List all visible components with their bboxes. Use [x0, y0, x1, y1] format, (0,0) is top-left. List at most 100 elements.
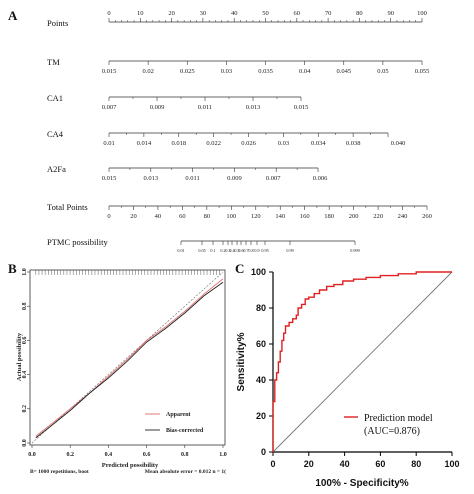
calibration-y-tick-label: 0.6	[22, 337, 28, 345]
nomogram-tick-label-total-points: 240	[398, 213, 408, 220]
roc-x-tick-label: 80	[411, 459, 421, 469]
roc-x-tick-label: 40	[340, 459, 350, 469]
nomogram-tick-label-points: 40	[231, 10, 238, 17]
nomogram-tick-label-total-points: 160	[300, 213, 310, 220]
nomogram-panel-a: Points 0 10 20 30 40 50 60 70 80 90 100 TM 0.015 0.02 0…	[47, 10, 432, 253]
nomogram-tick-label-ptmc-possibility: 0.2	[220, 248, 225, 253]
nomogram-tick-label-ca1: 0.011	[198, 104, 212, 111]
nomogram-tick-label-total-points: 200	[349, 213, 359, 220]
roc-y-axis-label: Sensitivity%	[236, 332, 247, 391]
roc-y-tick-label: 60	[256, 339, 266, 349]
calibration-y-tick-label: 1.0	[22, 268, 28, 276]
nomogram-tick-label-ca4: 0.040	[391, 140, 406, 147]
nomogram-tick-label-points: 100	[417, 10, 427, 17]
panel-label-a: A	[8, 8, 18, 23]
calibration-x-tick-label: 0.0	[28, 452, 36, 458]
nomogram-tick-label-ca4: 0.038	[346, 140, 361, 147]
roc-x-tick-label: 60	[375, 459, 385, 469]
nomogram-tick-label-tm: 0.015	[102, 68, 117, 75]
nomogram-tick-label-ptmc-possibility: 0.9	[254, 248, 259, 253]
nomogram-tick-label-ptmc-possibility: 0.6	[238, 248, 243, 253]
nomogram-row-label-ptmc-possibility: PTMC possibility	[47, 237, 108, 247]
roc-x-tick-label: 20	[304, 459, 314, 469]
nomogram-tick-label-total-points: 80	[204, 213, 211, 220]
calibration-x-tick-label: 0.6	[143, 452, 151, 458]
nomogram-tick-label-tm: 0.05	[377, 68, 388, 75]
roc-y-tick-label: 20	[256, 411, 266, 421]
legend-label-bias-corrected: Bias-corrected	[166, 428, 204, 434]
nomogram-tick-label-a2fa: 0.011	[185, 175, 199, 182]
calibration-y-tick-label: 0.4	[22, 371, 28, 379]
nomogram-tick-label-ptmc-possibility: 0.5	[234, 248, 239, 253]
roc-x-tick-label: 100	[444, 459, 459, 469]
nomogram-tick-label-ptmc-possibility: 0.95	[261, 248, 268, 253]
calibration-x-axis-label: Predicted possibility	[102, 462, 159, 469]
nomogram-tick-label-ca4: 0.034	[311, 140, 326, 147]
nomogram-tick-label-ptmc-possibility: 0.3	[225, 248, 230, 253]
nomogram-tick-label-tm: 0.035	[258, 68, 273, 75]
nomogram-row-label-a2fa: A2Fa	[47, 164, 66, 174]
nomogram-tick-label-ca4: 0.022	[206, 140, 221, 147]
nomogram-tick-label-points: 50	[262, 10, 269, 17]
nomogram-tick-label-a2fa: 0.006	[313, 175, 328, 182]
nomogram-tick-label-total-points: 260	[422, 213, 432, 220]
calibration-plot-frame	[29, 269, 226, 446]
roc-y-tick-label: 80	[256, 303, 266, 313]
nomogram-tick-label-ptmc-possibility: 0.999	[350, 248, 359, 253]
nomogram-tick-label-ca4: 0.018	[171, 140, 186, 147]
nomogram-row-label-tm: TM	[47, 57, 60, 67]
nomogram-tick-label-points: 30	[200, 10, 207, 17]
nomogram-tick-label-points: 60	[294, 10, 301, 17]
nomogram-tick-label-ca4: 0.03	[278, 140, 289, 147]
nomogram-tick-label-total-points: 20	[130, 213, 137, 220]
calibration-x-tick-label: 0.4	[105, 452, 113, 458]
nomogram-tick-label-points: 90	[387, 10, 394, 17]
nomogram-tick-label-points: 10	[137, 10, 144, 17]
nomogram-tick-label-total-points: 140	[275, 213, 285, 220]
nomogram-tick-label-total-points: 120	[251, 213, 261, 220]
nomogram-tick-label-a2fa: 0.009	[227, 175, 242, 182]
nomogram-row-label-points: Points	[47, 18, 68, 28]
roc-panel-c: Sensitivity% 100% - Specificity% 0 20 40 60…	[236, 267, 460, 489]
nomogram-tick-label-total-points: 180	[324, 213, 334, 220]
roc-x-tick-label: 0	[270, 459, 275, 469]
calibration-footer-left: B= 1000 repetitions, boot	[30, 469, 89, 475]
calibration-legend: Apparent Bias-corrected	[145, 412, 204, 434]
nomogram-tick-label-ptmc-possibility: 0.8	[248, 248, 253, 253]
legend-label-apparent: Apparent	[166, 412, 191, 418]
calibration-y-tick-label: 0.2	[22, 405, 28, 413]
nomogram-tick-label-tm: 0.045	[336, 68, 351, 75]
roc-legend: Prediction model (AUC=0.876)	[344, 413, 433, 437]
nomogram-tick-label-tm: 0.03	[221, 68, 232, 75]
roc-curve-prediction-model	[272, 271, 452, 452]
calibration-y-axis-label: Actual possibility	[16, 332, 23, 381]
nomogram-tick-label-ptmc-possibility: 0.01	[177, 248, 184, 253]
nomogram-tick-label-a2fa: 0.013	[143, 175, 158, 182]
roc-reference-line	[272, 271, 453, 453]
panel-label-c: C	[235, 261, 244, 276]
nomogram-tick-label-ptmc-possibility: 0.1	[210, 248, 215, 253]
nomogram-tick-label-total-points: 60	[179, 213, 186, 220]
nomogram-tick-label-a2fa: 0.015	[102, 175, 117, 182]
nomogram-tick-label-ca1: 0.015	[294, 104, 309, 111]
nomogram-row-label-total-points: Total Points	[47, 202, 88, 212]
roc-x-axis-label: 100% - Specificity%	[315, 478, 408, 489]
nomogram-tick-label-ca4: 0.026	[241, 140, 256, 147]
nomogram-tick-label-points: 70	[325, 10, 332, 17]
nomogram-tick-label-total-points: 0	[107, 213, 110, 220]
nomogram-tick-label-tm: 0.04	[299, 68, 311, 75]
legend-label-auc: (AUC=0.876)	[364, 426, 420, 437]
nomogram-tick-label-total-points: 40	[155, 213, 162, 220]
calibration-series-apparent	[35, 278, 224, 437]
calibration-footer-right: Mean absolute error = 0.012 n = 1(	[145, 468, 226, 475]
nomogram-tick-label-points: 0	[107, 10, 110, 17]
nomogram-tick-label-ca1: 0.007	[102, 104, 117, 111]
nomogram-tick-label-ptmc-possibility: 0.99	[286, 248, 293, 253]
nomogram-tick-label-ptmc-possibility: 0.7	[243, 248, 248, 253]
nomogram-tick-label-tm: 0.025	[180, 68, 195, 75]
calibration-x-tick-label: 0.8	[181, 452, 189, 458]
roc-y-tick-label: 0	[261, 447, 266, 457]
nomogram-tick-label-tm: 0.055	[415, 68, 430, 75]
nomogram-tick-label-ca4: 0.01	[103, 140, 114, 147]
calibration-panel-b: Actual possibility Predicted possibility…	[16, 268, 227, 475]
